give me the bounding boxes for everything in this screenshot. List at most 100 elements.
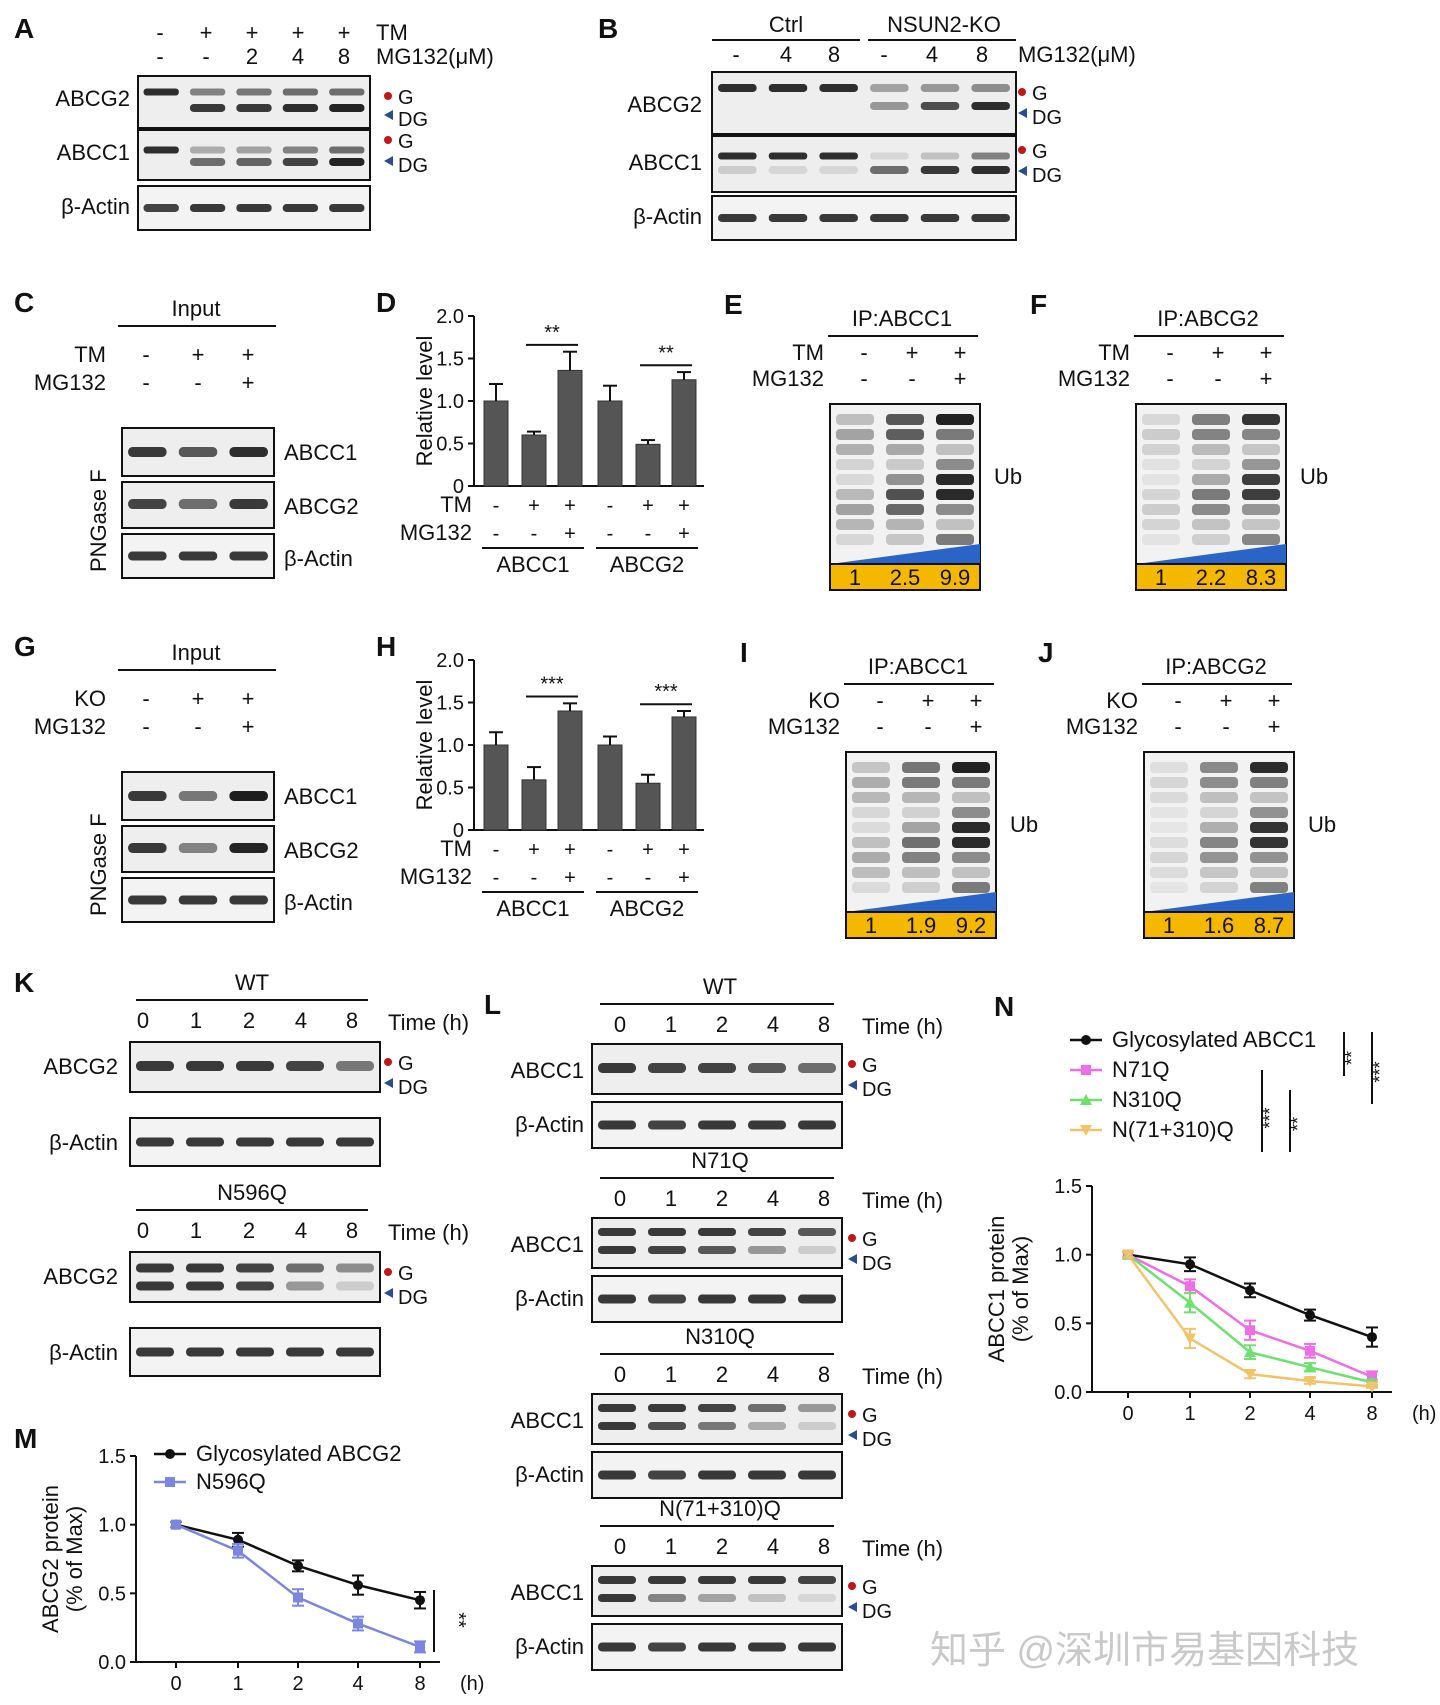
dg-marker-icon [384,156,393,166]
a-blot-abcg2-band [236,104,272,112]
marker-label-g: G [862,1229,878,1251]
g-row-actin: β-Actin [284,890,353,915]
h-bar [557,710,583,831]
l-blot-actin-band [598,1294,636,1304]
m-x-unit: (h) [460,1673,484,1695]
a-blot-abcc1-band [189,158,226,166]
d-cond2-sign: + [678,523,690,545]
c-blot-abcg2-band [178,499,218,509]
i-smear-band [952,837,990,848]
g-header: Input [172,640,221,665]
g-blot-actin-band [229,895,268,905]
b-blot-abcc1-band [768,166,808,174]
c-blot-actin [121,533,275,579]
b-blot-abcc1-band [768,152,808,160]
k-blot-actin-band [236,1347,274,1357]
l-time-value: 8 [818,1012,830,1037]
l-time-value: 0 [614,1534,626,1559]
l-blot-actin-band [698,1642,736,1652]
g-blot-actin-band [178,895,218,905]
l-blot-abcc1-band [698,1063,736,1073]
g-row-abcc1: ABCC1 [284,784,357,809]
j-smear-band [1250,867,1288,878]
dg-marker-icon [384,110,393,120]
panel-label-k: K [14,967,34,998]
l-blot-abcc1-band [698,1594,736,1602]
dg-marker-icon [1018,108,1027,118]
b-dose-value: - [880,42,887,67]
j-smear-band [1150,777,1188,788]
b-row-actin: β-Actin [633,204,702,229]
f-smear-band [1142,459,1180,470]
n-sig-label: ** [1342,1051,1362,1065]
k-row-abcg2: ABCG2 [43,1264,118,1289]
g-cond2-sign: - [142,714,149,739]
l-blot-actin-band [748,1294,786,1304]
i-smear-band [852,777,890,788]
k-blot-abcg2-band [236,1061,274,1071]
n-x-tick-label: 1 [1184,1403,1195,1425]
l-blot-abcc1-band [648,1594,686,1602]
j-smear-band [1250,762,1288,773]
k-time-value: 0 [137,1218,149,1243]
b-blot-abcc1-frame [711,135,1017,193]
i-cond1-sign: + [922,688,935,713]
l-blot-abcc1 [591,1393,843,1445]
i-smear-band [902,882,940,893]
e-band-label: Ub [994,464,1022,489]
l-blot-actin-band [648,1470,686,1480]
f-cond2-sign: + [1260,366,1273,391]
g-blot-abcc1-band [178,791,218,801]
f-smear-band [1192,489,1230,500]
n-point [1184,1333,1196,1345]
e-smear-band [886,414,924,425]
n-point [1122,1249,1134,1261]
a-blot-abcg2-band [329,88,365,96]
marker-label-dg: DG [398,1287,428,1309]
j-smear-band [1200,882,1238,893]
a-blot-abcc1-frame [137,129,371,181]
e-smear-band [886,459,924,470]
l-blot-actin-band [798,1120,836,1130]
f-smear-band [1192,459,1230,470]
a-blot-abcg2-band [329,104,365,112]
k-blot-actin-band [286,1137,324,1147]
m-x-tick-label: 4 [352,1673,363,1695]
e-smear-band [936,414,974,425]
l-blot-abcc1-band [748,1422,786,1430]
l-blot-title: N(71+310)Q [659,1496,781,1521]
h-group-label: ABCG2 [610,896,685,921]
l-time-value: 1 [665,1012,677,1037]
n-legend-label: N71Q [1112,1057,1169,1082]
f-smear-band [1142,444,1180,455]
i-smear-band [952,762,990,773]
a-tm-sign: + [200,20,213,45]
c-header: Input [172,296,221,321]
j-smear-band [1150,867,1188,878]
d-cond2-sign: - [607,523,614,545]
i-smear-band [852,792,890,803]
d-bar [597,400,623,487]
j-wedge-icon [1144,892,1294,912]
l-blot-actin-band [648,1120,686,1130]
marker-label-g: G [398,131,414,153]
m-point [293,1560,303,1571]
h-bar [521,779,547,831]
h-cond1-sign: - [607,839,614,861]
l-row-actin: β-Actin [515,1112,584,1137]
g-marker-icon [384,1058,392,1066]
l-blot-abcc1-band [798,1063,836,1073]
i-cond2-sign: - [876,714,883,739]
f-smear-band [1192,504,1230,515]
d-sig-label: ** [544,322,560,344]
marker-label-dg: DG [1032,165,1062,187]
c-blot-abcg2-band [229,499,268,509]
l-blot-abcc1-band [598,1063,636,1073]
f-cond2-label: MG132 [1058,366,1130,391]
e-smear-band [936,519,974,530]
b-row-abcc1: ABCC1 [629,150,702,175]
k-blot-actin-band [236,1137,274,1147]
m-y-tick-label: 1.0 [98,1515,126,1537]
d-cond2-sign: - [493,523,500,545]
l-blot-abcc1-band [698,1422,736,1430]
